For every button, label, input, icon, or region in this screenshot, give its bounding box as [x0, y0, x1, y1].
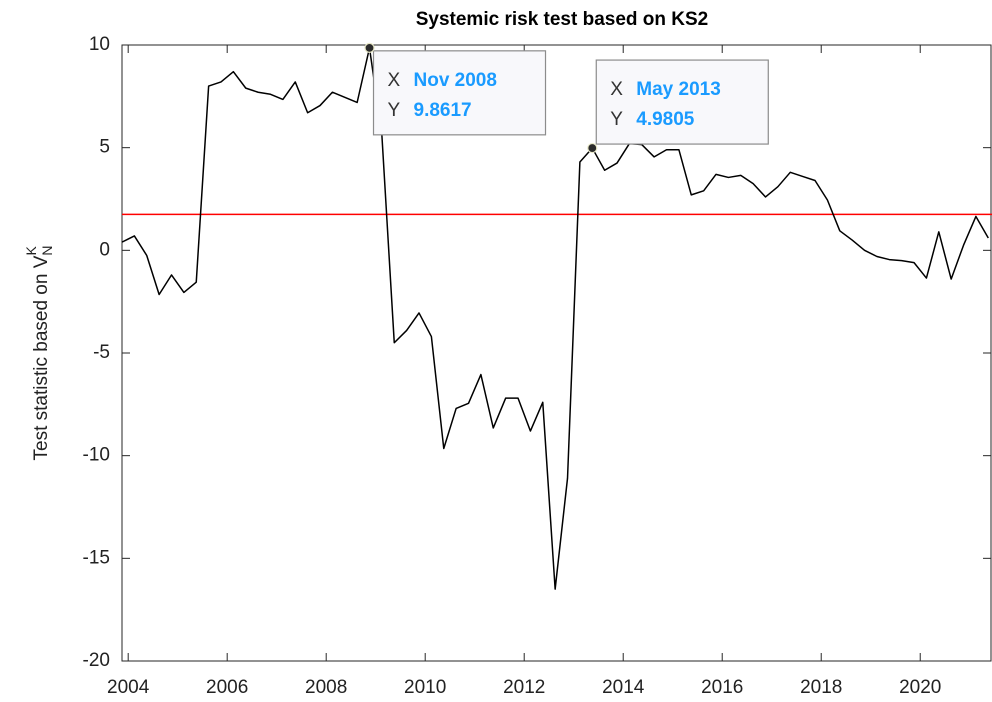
y-tick-label: 5	[99, 137, 110, 158]
y-axis-label-text: Test statistic based on V	[31, 255, 52, 460]
data-tip-x-key: X	[610, 79, 623, 100]
data-tip-y-key: Y	[388, 100, 401, 121]
y-tick-label: 10	[89, 34, 110, 55]
x-tick-label: 2018	[800, 677, 842, 698]
data-tip: X May 2013 Y 4.9805	[595, 59, 769, 145]
x-tick-label: 2014	[602, 677, 645, 698]
x-tick-label: 2010	[404, 677, 446, 698]
chart-title: Systemic risk test based on KS2	[416, 9, 709, 30]
x-tick-label: 2004	[107, 677, 150, 698]
x-tick-label: 2016	[701, 677, 743, 698]
x-tick-label: 2020	[899, 677, 941, 698]
data-tip-box	[595, 59, 769, 145]
data-tip-y-key: Y	[610, 109, 623, 130]
data-tip-box	[372, 50, 547, 136]
y-tick-label: -15	[83, 547, 110, 568]
data-tip-x-value: Nov 2008	[414, 70, 497, 91]
y-tick-label: -10	[83, 445, 110, 466]
y-axis-label: Test statistic based on VNK	[23, 245, 55, 460]
data-line	[121, 47, 989, 590]
plot-area	[121, 44, 992, 662]
data-tip-y-value: 4.9805	[636, 109, 695, 130]
x-tick-label: 2006	[206, 677, 248, 698]
data-tip-x-key: X	[388, 70, 401, 91]
y-tick-label: -20	[83, 650, 110, 671]
y-axis-label-sup: K	[23, 245, 39, 255]
x-tick-label: 2008	[305, 677, 347, 698]
data-tip-marker	[587, 142, 598, 154]
data-tip-marker	[364, 42, 375, 53]
data-tip: X Nov 2008 Y 9.8617	[372, 50, 547, 136]
y-tick-label: 0	[99, 239, 110, 260]
data-tip-y-value: 9.8617	[414, 100, 472, 121]
data-tip-x-value: May 2013	[636, 79, 721, 100]
x-tick-label: 2012	[503, 677, 545, 698]
y-tick-label: -5	[93, 342, 110, 363]
y-axis-label-sub: N	[39, 245, 55, 255]
